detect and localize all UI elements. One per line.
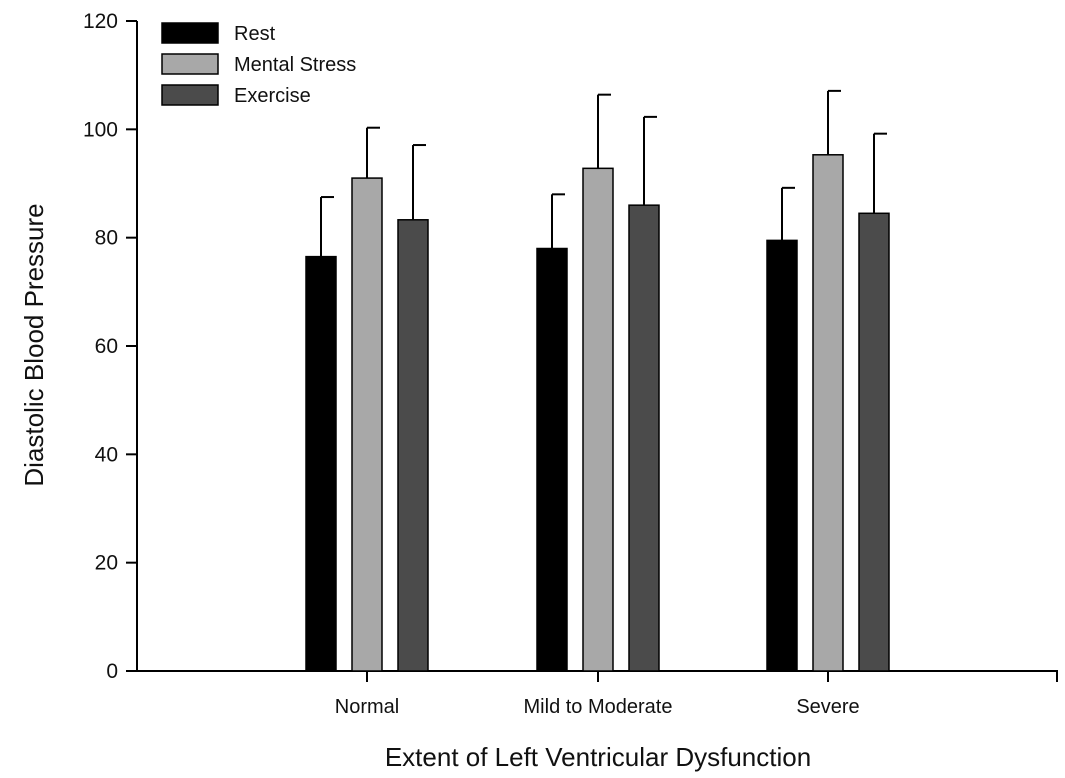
y-tick-label: 40 xyxy=(95,443,118,466)
y-axis-title: Diastolic Blood Pressure xyxy=(19,203,49,486)
legend-label: Mental Stress xyxy=(234,54,356,76)
legend-swatch xyxy=(161,84,219,106)
legend: Rest Mental Stress Exercise xyxy=(161,22,356,107)
legend-label: Rest xyxy=(234,23,276,45)
x-tick-label: Mild to Moderate xyxy=(524,696,673,718)
y-tick-label: 100 xyxy=(83,118,118,141)
bar-exercise xyxy=(628,204,660,672)
bar-exercise xyxy=(858,212,890,672)
bars xyxy=(305,154,890,672)
y-axis: 0 20 40 60 80 100 120 xyxy=(83,10,138,683)
x-axis: Normal Mild to Moderate Severe xyxy=(137,670,1058,718)
x-tick-label: Normal xyxy=(335,696,399,718)
legend-swatch xyxy=(161,53,219,75)
x-axis-title: Extent of Left Ventricular Dysfunction xyxy=(385,742,811,772)
legend-swatch xyxy=(161,22,219,44)
bar-rest xyxy=(766,239,798,672)
bar-mental-stress xyxy=(812,154,844,672)
y-tick-label: 60 xyxy=(95,335,118,358)
error-bars xyxy=(320,89,887,257)
bar-rest xyxy=(305,255,337,672)
bar-mental-stress xyxy=(351,177,383,672)
y-tick-label: 80 xyxy=(95,227,118,250)
y-tick-label: 120 xyxy=(83,10,118,33)
y-tick-label: 20 xyxy=(95,552,118,575)
bar-mental-stress xyxy=(582,167,614,672)
bar-rest xyxy=(536,247,568,672)
y-tick-label: 0 xyxy=(106,660,118,683)
bar-exercise xyxy=(397,219,429,672)
legend-label: Exercise xyxy=(234,85,311,107)
x-tick-label: Severe xyxy=(796,696,859,718)
